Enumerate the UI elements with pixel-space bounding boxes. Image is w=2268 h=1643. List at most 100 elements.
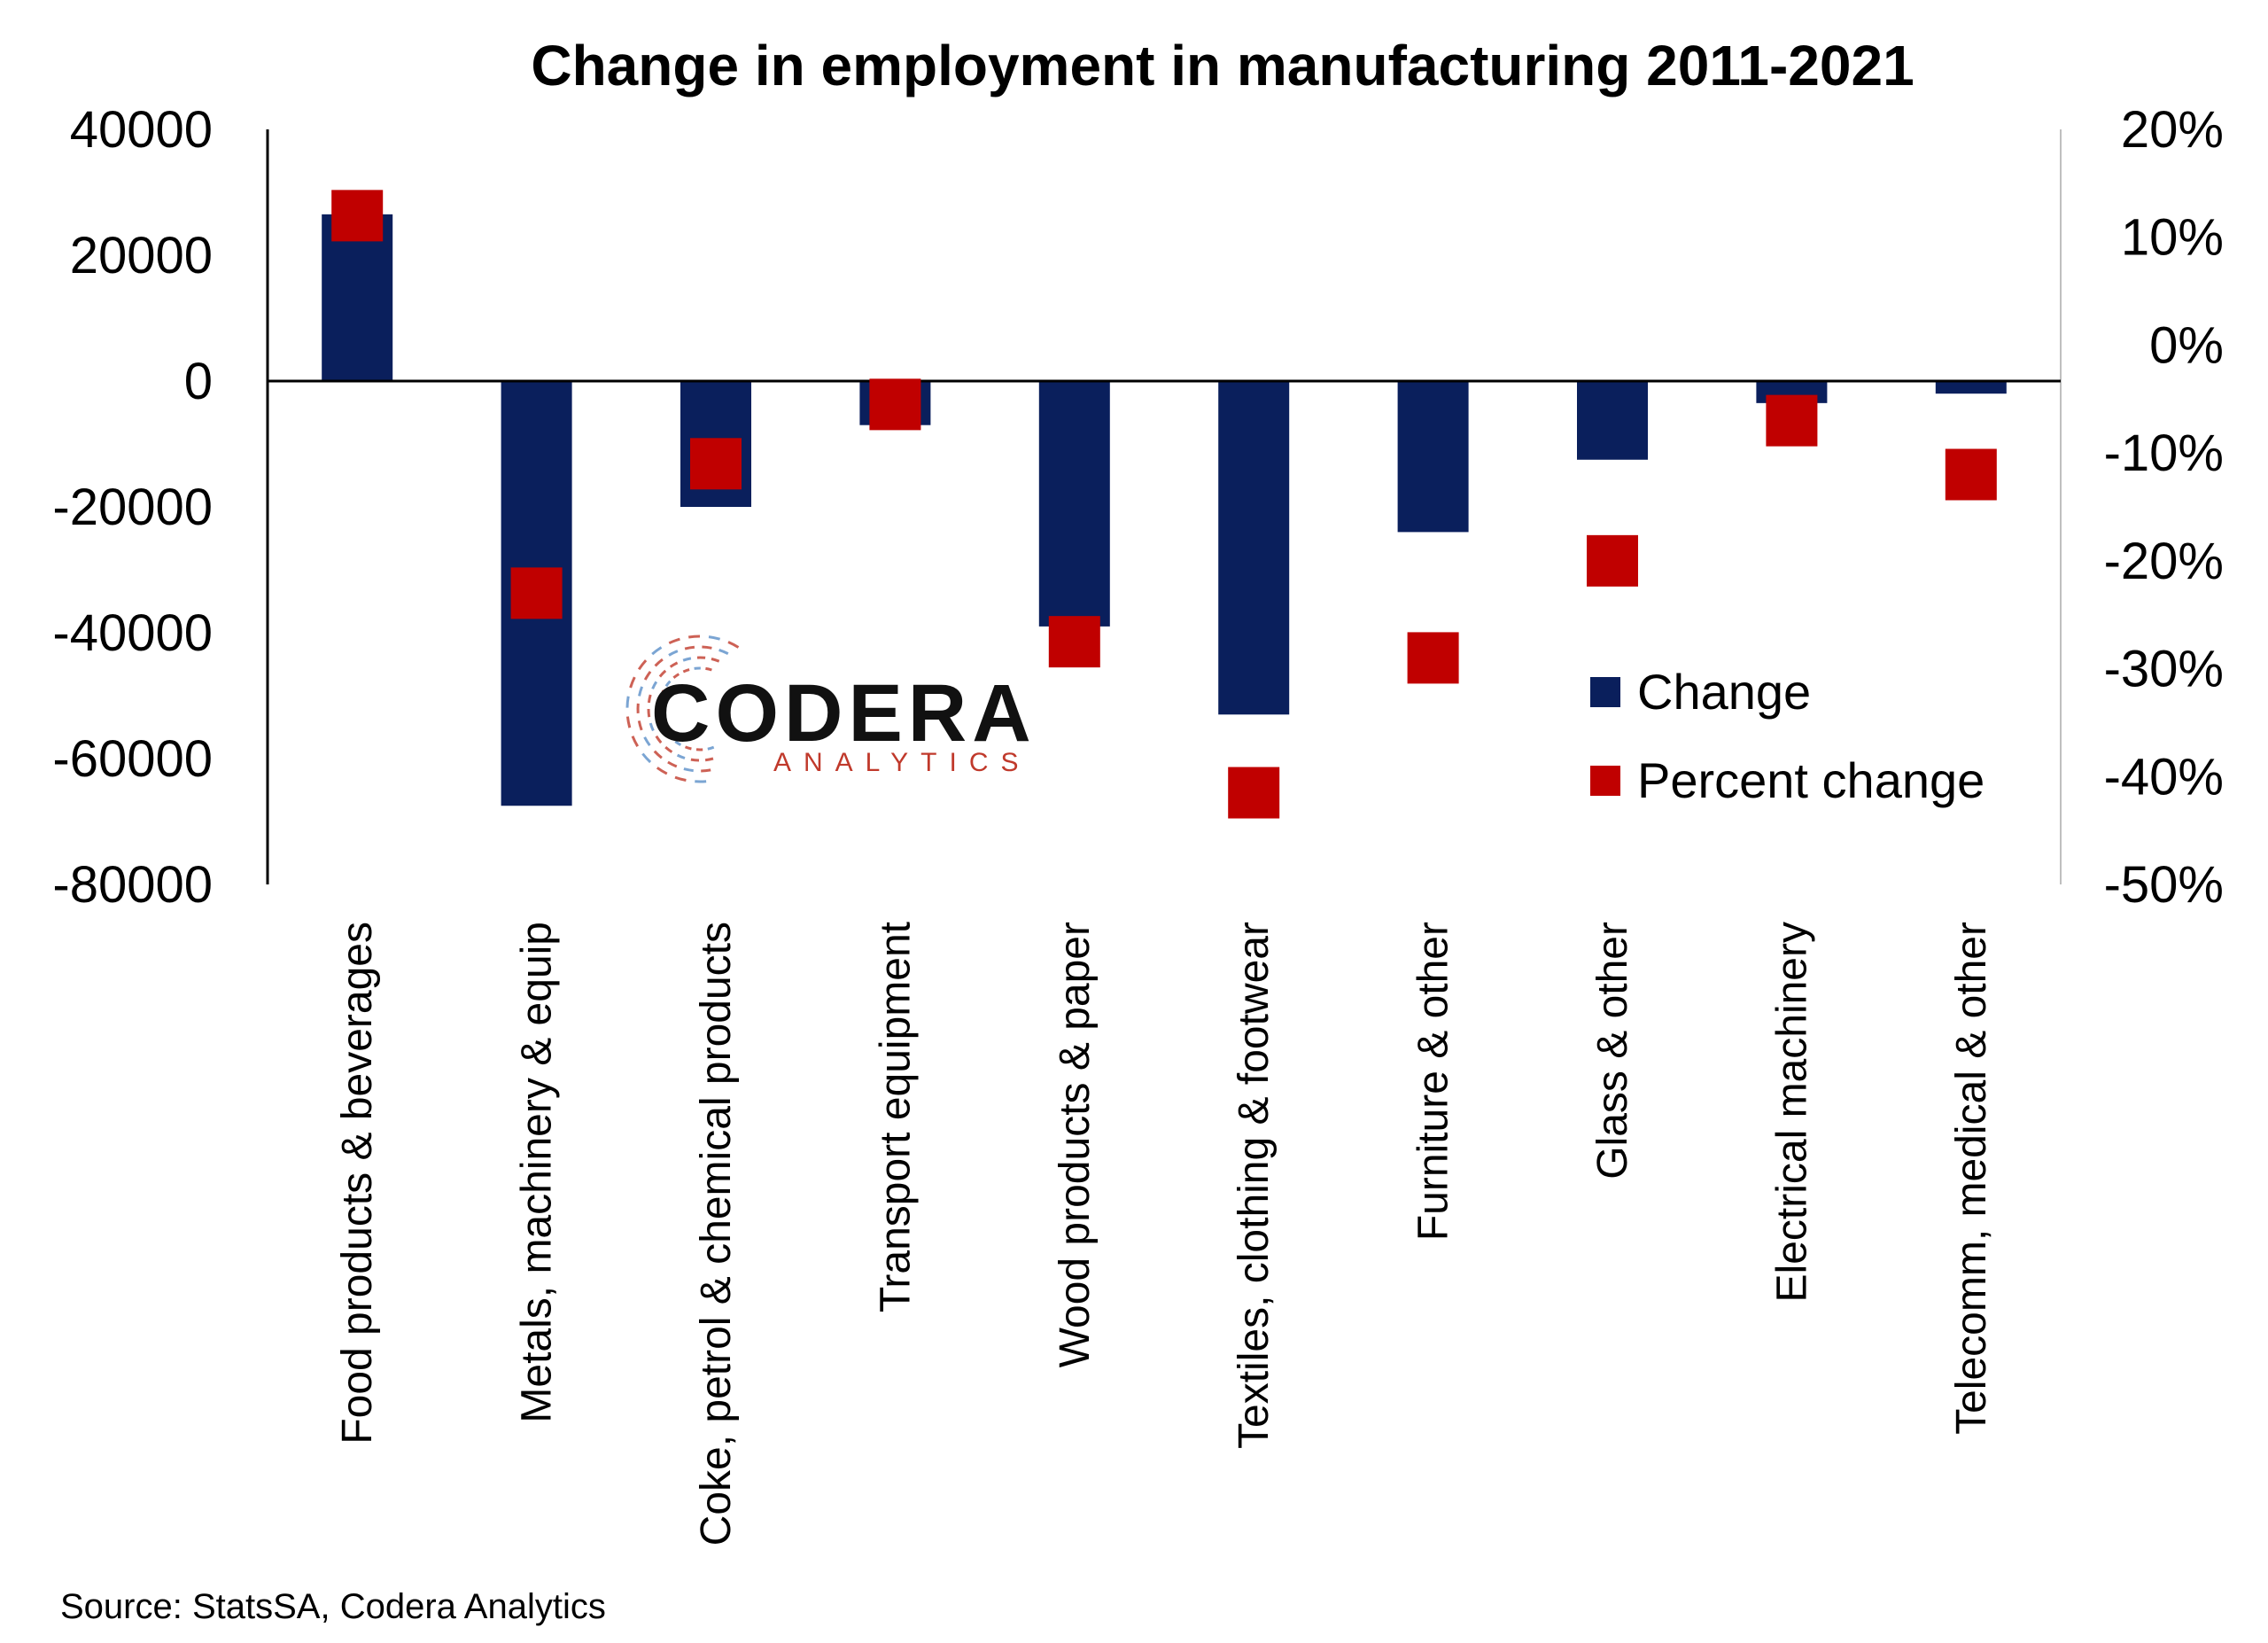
bar-change — [1577, 381, 1648, 460]
category-label: Wood products & paper — [1052, 922, 1099, 1367]
marker-percent-change — [1587, 534, 1638, 587]
marker-percent-change — [690, 438, 742, 490]
logo-arc — [638, 686, 644, 697]
logo-arcs-icon — [625, 635, 740, 783]
logo-arc — [684, 745, 692, 751]
right-tick-label: -50% — [2104, 856, 2224, 914]
right-axis-ticks: 20% 10% 0% -10% -20% -30% -40% -50% — [2104, 101, 2224, 914]
category-label: Metals, machinery & equip — [514, 922, 561, 1423]
logo-arc — [651, 681, 658, 689]
right-tick-label: 10% — [2121, 209, 2224, 267]
logo-arc — [684, 645, 695, 650]
logo-arc — [656, 767, 668, 775]
logo-arc — [669, 661, 679, 668]
category-label: Glass & other — [1589, 922, 1636, 1180]
right-tick-label: -40% — [2104, 748, 2224, 806]
right-tick-label: -30% — [2104, 641, 2224, 698]
bar-change — [1218, 381, 1290, 715]
marker-percent-change — [1945, 448, 1997, 501]
category-label: Telecomm, medical & other — [1948, 922, 1995, 1435]
left-tick-label: -80000 — [52, 856, 213, 914]
logo-arc — [657, 700, 662, 708]
bar-change — [1397, 381, 1469, 533]
bar-change — [1935, 381, 2007, 394]
legend-swatch-change — [1590, 677, 1620, 707]
logo-arc — [659, 689, 665, 697]
logo-arc — [643, 670, 652, 681]
logo-arc — [657, 712, 662, 720]
legend-swatch-percent-change — [1590, 766, 1620, 796]
logo-arc — [651, 646, 663, 656]
logo-arc — [664, 680, 672, 688]
logo-arc — [701, 768, 711, 773]
category-label: Textiles, clothing & footwear — [1231, 922, 1278, 1449]
logo-arc — [690, 758, 700, 762]
codera-logo: CODERA ANALYTICS — [625, 635, 1031, 783]
logo-arc — [643, 736, 651, 746]
logo-arc — [687, 635, 701, 639]
logo-arc — [705, 666, 712, 672]
logo-arc — [655, 735, 663, 744]
logo-arc — [660, 722, 666, 730]
logo-arc — [682, 657, 692, 662]
logo-arc — [727, 641, 740, 649]
logo-arc — [664, 745, 673, 753]
category-label: Coke, petrol & chemical products — [693, 922, 740, 1546]
logo-arc — [647, 694, 652, 704]
bar-change — [322, 214, 393, 381]
right-tick-label: 0% — [2149, 316, 2224, 374]
right-tick-label: -20% — [2104, 533, 2224, 590]
left-tick-label: 0 — [184, 353, 213, 410]
category-label: Furniture & other — [1410, 922, 1457, 1241]
chart-title: Change in employment in manufacturing 20… — [531, 34, 1914, 97]
left-tick-label: -40000 — [52, 604, 213, 662]
logo-arc — [674, 740, 682, 746]
left-axis-ticks: 40000 20000 0 -20000 -40000 -60000 -80000 — [52, 101, 213, 914]
marker-percent-change — [869, 378, 921, 431]
logo-arc — [653, 750, 663, 759]
logo-arc — [658, 669, 667, 678]
logo-arc — [625, 696, 630, 708]
axes-layer — [266, 129, 2062, 884]
logo-arc — [668, 637, 680, 645]
marker-percent-change — [510, 567, 563, 619]
source-note: Source: StatsSA, Codera Analytics — [60, 1587, 606, 1626]
logo-arc — [672, 673, 680, 679]
left-tick-label: 20000 — [70, 227, 213, 284]
logo-arc — [674, 775, 687, 782]
logo-arc — [707, 745, 715, 751]
markers-layer — [331, 190, 1997, 819]
logo-arc — [704, 757, 714, 762]
category-label: Food products & beverages — [334, 922, 381, 1444]
logo-arc — [682, 668, 690, 674]
logo-arc — [718, 648, 729, 655]
marker-percent-change — [1228, 767, 1280, 819]
marker-percent-change — [1048, 616, 1100, 668]
logo-arc — [649, 722, 655, 732]
logo-arc — [629, 676, 636, 689]
legend-label-change: Change — [1637, 664, 1811, 720]
logo-arc — [667, 760, 678, 768]
legend-label-percent-change: Percent change — [1637, 752, 1984, 808]
logo-subtitle: ANALYTICS — [773, 748, 1031, 777]
logo-arc — [637, 720, 643, 731]
logo-arc — [666, 732, 673, 740]
logo-arc — [637, 659, 648, 671]
category-label: Transport equipment — [872, 922, 919, 1312]
marker-percent-change — [1766, 394, 1818, 447]
logo-arc — [631, 736, 639, 747]
left-tick-label: 40000 — [70, 101, 213, 159]
bar-change — [1038, 381, 1110, 627]
left-tick-label: -20000 — [52, 479, 213, 536]
right-tick-label: 20% — [2121, 101, 2224, 159]
logo-arc — [654, 658, 664, 667]
category-label: Electrical machinery — [1768, 922, 1815, 1302]
logo-arc — [711, 658, 720, 663]
left-tick-label: -60000 — [52, 730, 213, 788]
legend: Change Percent change — [1590, 664, 1984, 808]
logo-arc — [641, 752, 652, 764]
marker-percent-change — [1407, 632, 1459, 684]
logo-arc — [625, 716, 632, 728]
